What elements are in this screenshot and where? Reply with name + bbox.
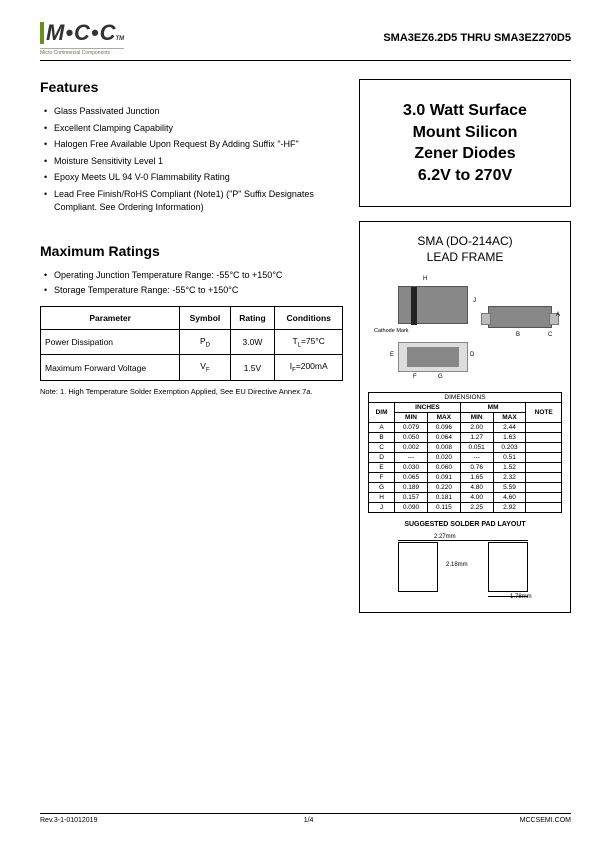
footer: Rev.3-1-01012019 1/4 MCCSEMI.COM [40,813,571,824]
dim-row: G0.1890.2204.805.59 [369,482,562,492]
solder-pad-title: SUGGESTED SOLDER PAD LAYOUT [368,521,562,528]
solder-pad-drawing: 2.27mm 2.18mm 1.78mm [368,534,562,602]
dim-row: B0.0500.0641.271.63 [369,432,562,442]
product-title-box: 3.0 Watt Surface Mount Silicon Zener Dio… [359,79,571,207]
dim-row: J0.0900.1152.252.92 [369,502,562,512]
ratings-header: Conditions [275,306,343,329]
package-box: SMA (DO-214AC) LEAD FRAME H J Cathode Ma… [359,221,571,612]
feature-item: Lead Free Finish/RoHS Compliant (Note1) … [40,188,343,215]
ratings-table: Parameter Symbol Rating Conditions Power… [40,306,343,381]
feature-item: Epoxy Meets UL 94 V-0 Flammability Ratin… [40,171,343,185]
features-title: Features [40,79,343,95]
rating-bullet: Operating Junction Temperature Range: -5… [40,269,343,283]
dim-row: F0.0650.0911.652.32 [369,472,562,482]
dim-row: A0.0790.0962.002.44 [369,422,562,432]
header-divider [40,60,571,61]
logo-subtitle: Micro Commercial Components [40,48,124,56]
features-list: Glass Passivated Junction Excellent Clam… [40,105,343,215]
footer-site: MCCSEMI.COM [520,817,571,824]
ratings-note: Note: 1. High Temperature Solder Exempti… [40,387,343,396]
feature-item: Moisture Sensitivity Level 1 [40,155,343,169]
feature-item: Glass Passivated Junction [40,105,343,119]
table-row: Maximum Forward Voltage VF 1.5V IF=200mA [41,355,343,381]
footer-rev: Rev.3-1-01012019 [40,817,97,824]
dim-row: C0.0020.0080.0510.203 [369,442,562,452]
dim-row: H0.1570.1814.004.60 [369,492,562,502]
ratings-header: Symbol [180,306,230,329]
dimensions-table: DIMENSIONS DIM INCHES MM NOTE MINMAX MIN… [368,392,562,513]
footer-page: 1/4 [304,817,314,824]
package-title: SMA (DO-214AC) LEAD FRAME [368,234,562,265]
package-drawing: H J Cathode Mark A B C E D F G [368,276,562,386]
ratings-bullets: Operating Junction Temperature Range: -5… [40,269,343,298]
feature-item: Halogen Free Available Upon Request By A… [40,138,343,152]
dim-row: E0.0300.0600.761.52 [369,462,562,472]
part-number-range: SMA3EZ6.2D5 THRU SMA3EZ270D5 [383,32,571,44]
table-row: Power Dissipation PD 3.0W TL=75°C [41,329,343,355]
logo: M•C•CTM Micro Commercial Components [40,20,124,56]
header: M•C•CTM Micro Commercial Components SMA3… [40,20,571,56]
dim-row: D---0.020---0.51 [369,452,562,462]
max-ratings-title: Maximum Ratings [40,243,343,259]
rating-bullet: Storage Temperature Range: -55°C to +150… [40,284,343,298]
ratings-header: Parameter [41,306,180,329]
ratings-header: Rating [230,306,275,329]
feature-item: Excellent Clamping Capability [40,122,343,136]
